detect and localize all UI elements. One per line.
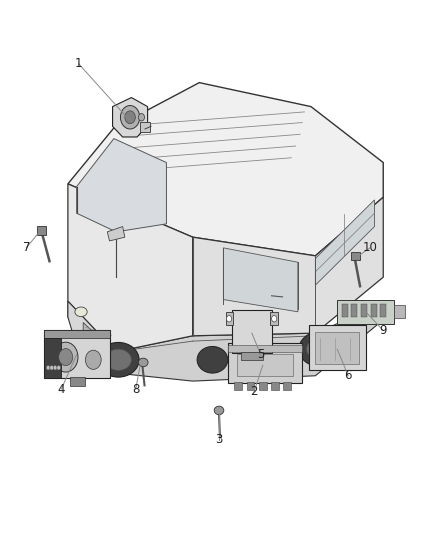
Polygon shape [77,139,166,232]
Bar [228,345,302,352]
Ellipse shape [197,346,228,373]
Circle shape [59,349,73,366]
Text: 5: 5 [257,348,264,361]
Ellipse shape [307,338,333,360]
Circle shape [53,366,57,370]
Bar [337,300,394,324]
Polygon shape [315,200,374,285]
Text: 3: 3 [215,433,223,446]
Text: 7: 7 [22,241,30,254]
Bar [309,325,366,370]
Text: 2: 2 [250,385,258,398]
Bar [234,382,242,390]
Polygon shape [68,83,383,256]
Bar [237,354,293,376]
Bar [44,338,61,378]
Bar [44,330,110,338]
Bar [70,377,85,386]
Polygon shape [83,322,114,362]
Bar [380,304,386,317]
Polygon shape [107,227,125,241]
Circle shape [138,114,145,121]
Text: 1: 1 [75,58,83,70]
Text: 10: 10 [363,241,378,254]
Circle shape [85,350,101,369]
Polygon shape [193,197,383,336]
Text: 9: 9 [379,324,387,337]
Ellipse shape [214,406,224,415]
Circle shape [272,316,277,322]
Circle shape [57,366,60,370]
Ellipse shape [75,307,87,317]
Circle shape [226,316,232,322]
Bar [259,382,267,390]
Circle shape [53,342,78,372]
Bar [283,382,291,390]
Bar [351,252,360,260]
Text: 8: 8 [132,383,139,395]
Bar [342,304,348,317]
Bar [226,312,233,325]
Bar [44,330,110,378]
Ellipse shape [138,358,148,367]
Bar [351,304,357,317]
Polygon shape [68,184,193,352]
Bar [232,310,272,353]
Bar [394,305,405,318]
Ellipse shape [97,342,139,377]
Polygon shape [113,98,148,137]
Circle shape [120,106,140,129]
Bar [271,382,279,390]
Circle shape [125,111,135,124]
Bar [371,304,377,317]
Bar [361,304,367,317]
Bar [37,226,46,235]
Bar [247,382,254,390]
Bar [270,312,278,325]
Ellipse shape [299,332,341,367]
Polygon shape [223,248,298,312]
Bar [140,122,150,132]
Bar [228,343,302,383]
Bar [315,332,359,364]
Text: 6: 6 [344,369,352,382]
Polygon shape [68,301,383,381]
Polygon shape [68,301,116,373]
Ellipse shape [105,349,131,370]
Circle shape [46,366,50,370]
Text: 4: 4 [57,383,65,395]
Bar [241,352,263,360]
Circle shape [50,366,53,370]
